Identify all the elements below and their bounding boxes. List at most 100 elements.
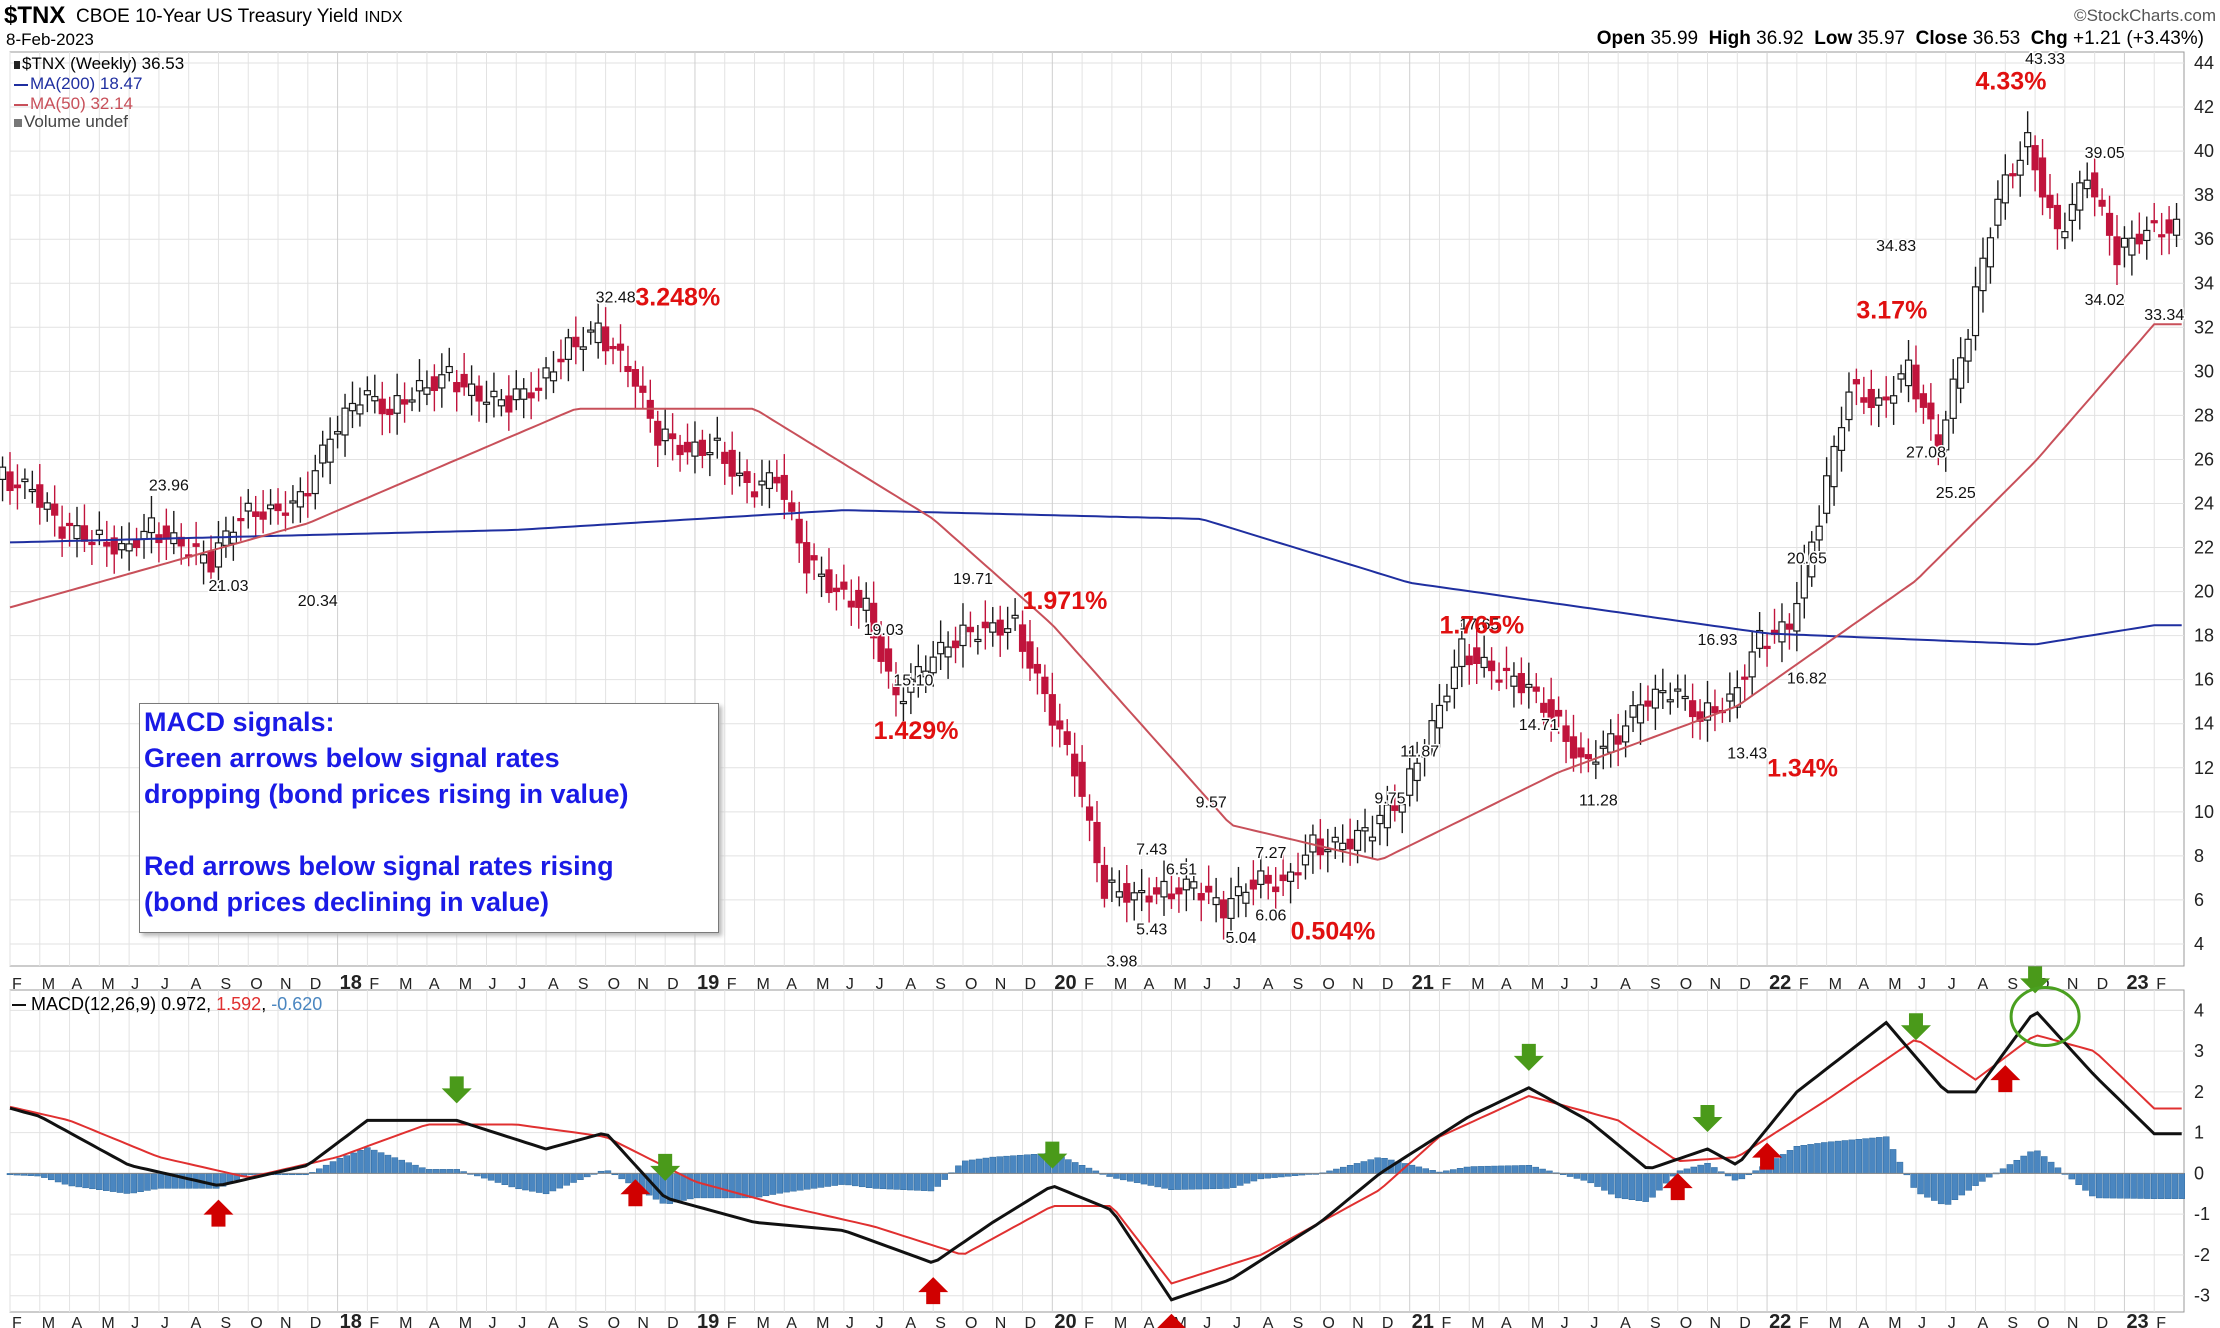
macd-x-tick: J xyxy=(488,1315,496,1328)
macd-x-tick: M xyxy=(101,1315,114,1328)
macd-x-tick: A xyxy=(905,1315,916,1328)
macd-histogram-bar xyxy=(1525,1165,1533,1174)
macd-histogram-bar xyxy=(817,1173,825,1188)
price-x-tick: S xyxy=(1293,976,1304,993)
macd-histogram-bar xyxy=(845,1173,852,1186)
candle-body xyxy=(2031,145,2039,171)
macd-histogram-bar xyxy=(542,1173,550,1195)
candle-body xyxy=(602,326,610,352)
point-label: 34.02 xyxy=(2085,292,2125,309)
price-x-tick: D xyxy=(1739,976,1751,993)
macd-histogram-bar xyxy=(748,1173,756,1199)
candle-body xyxy=(1890,395,1898,404)
macd-x-tick: F xyxy=(1084,1315,1094,1328)
point-label: 16.82 xyxy=(1787,671,1827,688)
candle-body xyxy=(1659,690,1667,694)
candle-body xyxy=(1689,700,1697,718)
candle-body xyxy=(1301,854,1310,866)
candle-body xyxy=(1666,699,1674,703)
candle-body xyxy=(1837,427,1846,451)
macd-histogram-bar xyxy=(1573,1173,1581,1179)
yield-annotation: 0.504% xyxy=(1291,918,1376,946)
macd-x-tick: M xyxy=(1471,1315,1484,1328)
close-label: Close xyxy=(1915,28,1968,49)
price-x-tick: A xyxy=(191,976,202,993)
price-y-tick: 14 xyxy=(2194,714,2214,734)
macd-histogram-bar xyxy=(157,1173,165,1189)
point-label: 25.25 xyxy=(1936,485,1976,502)
green-down-arrow-icon xyxy=(650,1153,681,1181)
macd-y-tick: 4 xyxy=(2194,1000,2204,1020)
candle-body xyxy=(1986,237,1995,268)
candle-body xyxy=(810,555,818,561)
macd-histogram-bar xyxy=(1821,1142,1828,1174)
ma50-legend: MA(50) 32.14 xyxy=(14,94,133,114)
candle-body xyxy=(1681,695,1689,700)
candle-body xyxy=(750,491,759,498)
macd-histogram-bar xyxy=(1017,1154,1024,1174)
candle-body xyxy=(654,420,662,446)
macd-histogram-bar xyxy=(962,1160,969,1174)
macd-histogram-bar xyxy=(1697,1164,1704,1174)
candle-body xyxy=(542,367,550,379)
candle-body xyxy=(296,491,304,508)
macd-histogram-bar xyxy=(446,1169,454,1174)
macd-histogram-bar xyxy=(2095,1173,2103,1199)
price-x-tick: N xyxy=(280,976,292,993)
candle-body xyxy=(1703,702,1712,721)
price-x-tick: S xyxy=(2007,976,2018,993)
candle-body xyxy=(937,641,945,655)
point-label: 11.28 xyxy=(1579,793,1618,810)
macd-histogram-bar xyxy=(116,1173,124,1193)
candle-body xyxy=(1234,886,1243,897)
candle-body xyxy=(1555,709,1563,717)
candle-body xyxy=(73,525,81,540)
candle-body xyxy=(0,466,7,480)
macd-histogram-bar xyxy=(577,1173,584,1180)
candle-body xyxy=(609,345,617,350)
macd-histogram-bar xyxy=(1951,1173,1959,1201)
candle-body xyxy=(378,398,386,415)
candle-body xyxy=(2068,203,2076,221)
macd-histogram-bar xyxy=(556,1173,564,1189)
candle-body xyxy=(1599,745,1607,749)
macd-histogram-bar xyxy=(439,1169,447,1174)
macd-histogram-bar xyxy=(89,1173,96,1190)
candle-body xyxy=(1018,624,1027,652)
macd-x-tick: N xyxy=(2067,1315,2079,1328)
candle-body xyxy=(36,484,44,508)
candle-body xyxy=(1026,641,1034,669)
macd-y-tick: -3 xyxy=(2194,1286,2210,1306)
candle-body xyxy=(319,444,327,464)
candle-body xyxy=(1726,693,1734,702)
candle-body xyxy=(1376,814,1384,825)
macd-x-tick: D xyxy=(1382,1315,1394,1328)
candle-body xyxy=(1123,883,1131,903)
candle-body xyxy=(929,656,937,674)
macd-histogram-bar xyxy=(1937,1173,1945,1205)
price-x-tick: O xyxy=(250,976,262,993)
candle-body xyxy=(713,437,721,441)
candle-body xyxy=(1473,647,1481,664)
macd-histogram-bar xyxy=(343,1155,351,1174)
macd-x-tick: A xyxy=(1978,1315,1989,1328)
yield-annotation: 3.17% xyxy=(1856,296,1927,324)
price-x-tick: A xyxy=(786,976,797,993)
candle-body xyxy=(1197,893,1205,901)
candle-body xyxy=(1629,705,1637,718)
point-label: 3.98 xyxy=(1106,953,1137,970)
macd-histogram-bar xyxy=(1147,1173,1155,1186)
macd-histogram-bar xyxy=(1415,1166,1423,1174)
macd-x-tick: F xyxy=(2156,1315,2166,1328)
price-legend-text: $TNX (Weekly) 36.53 xyxy=(22,54,185,73)
candle-body xyxy=(721,451,729,464)
instrument-name: CBOE 10-Year US Treasury Yield INDX xyxy=(76,6,403,28)
candle-body xyxy=(43,502,51,510)
volume-bars-icon xyxy=(14,118,22,127)
candle-body xyxy=(1800,562,1808,599)
candle-body xyxy=(1175,887,1183,895)
macd-histogram-bar xyxy=(838,1173,845,1185)
candle-body xyxy=(2053,204,2062,230)
price-y-tick: 34 xyxy=(2194,273,2214,293)
macd-x-tick: N xyxy=(1352,1315,1364,1328)
